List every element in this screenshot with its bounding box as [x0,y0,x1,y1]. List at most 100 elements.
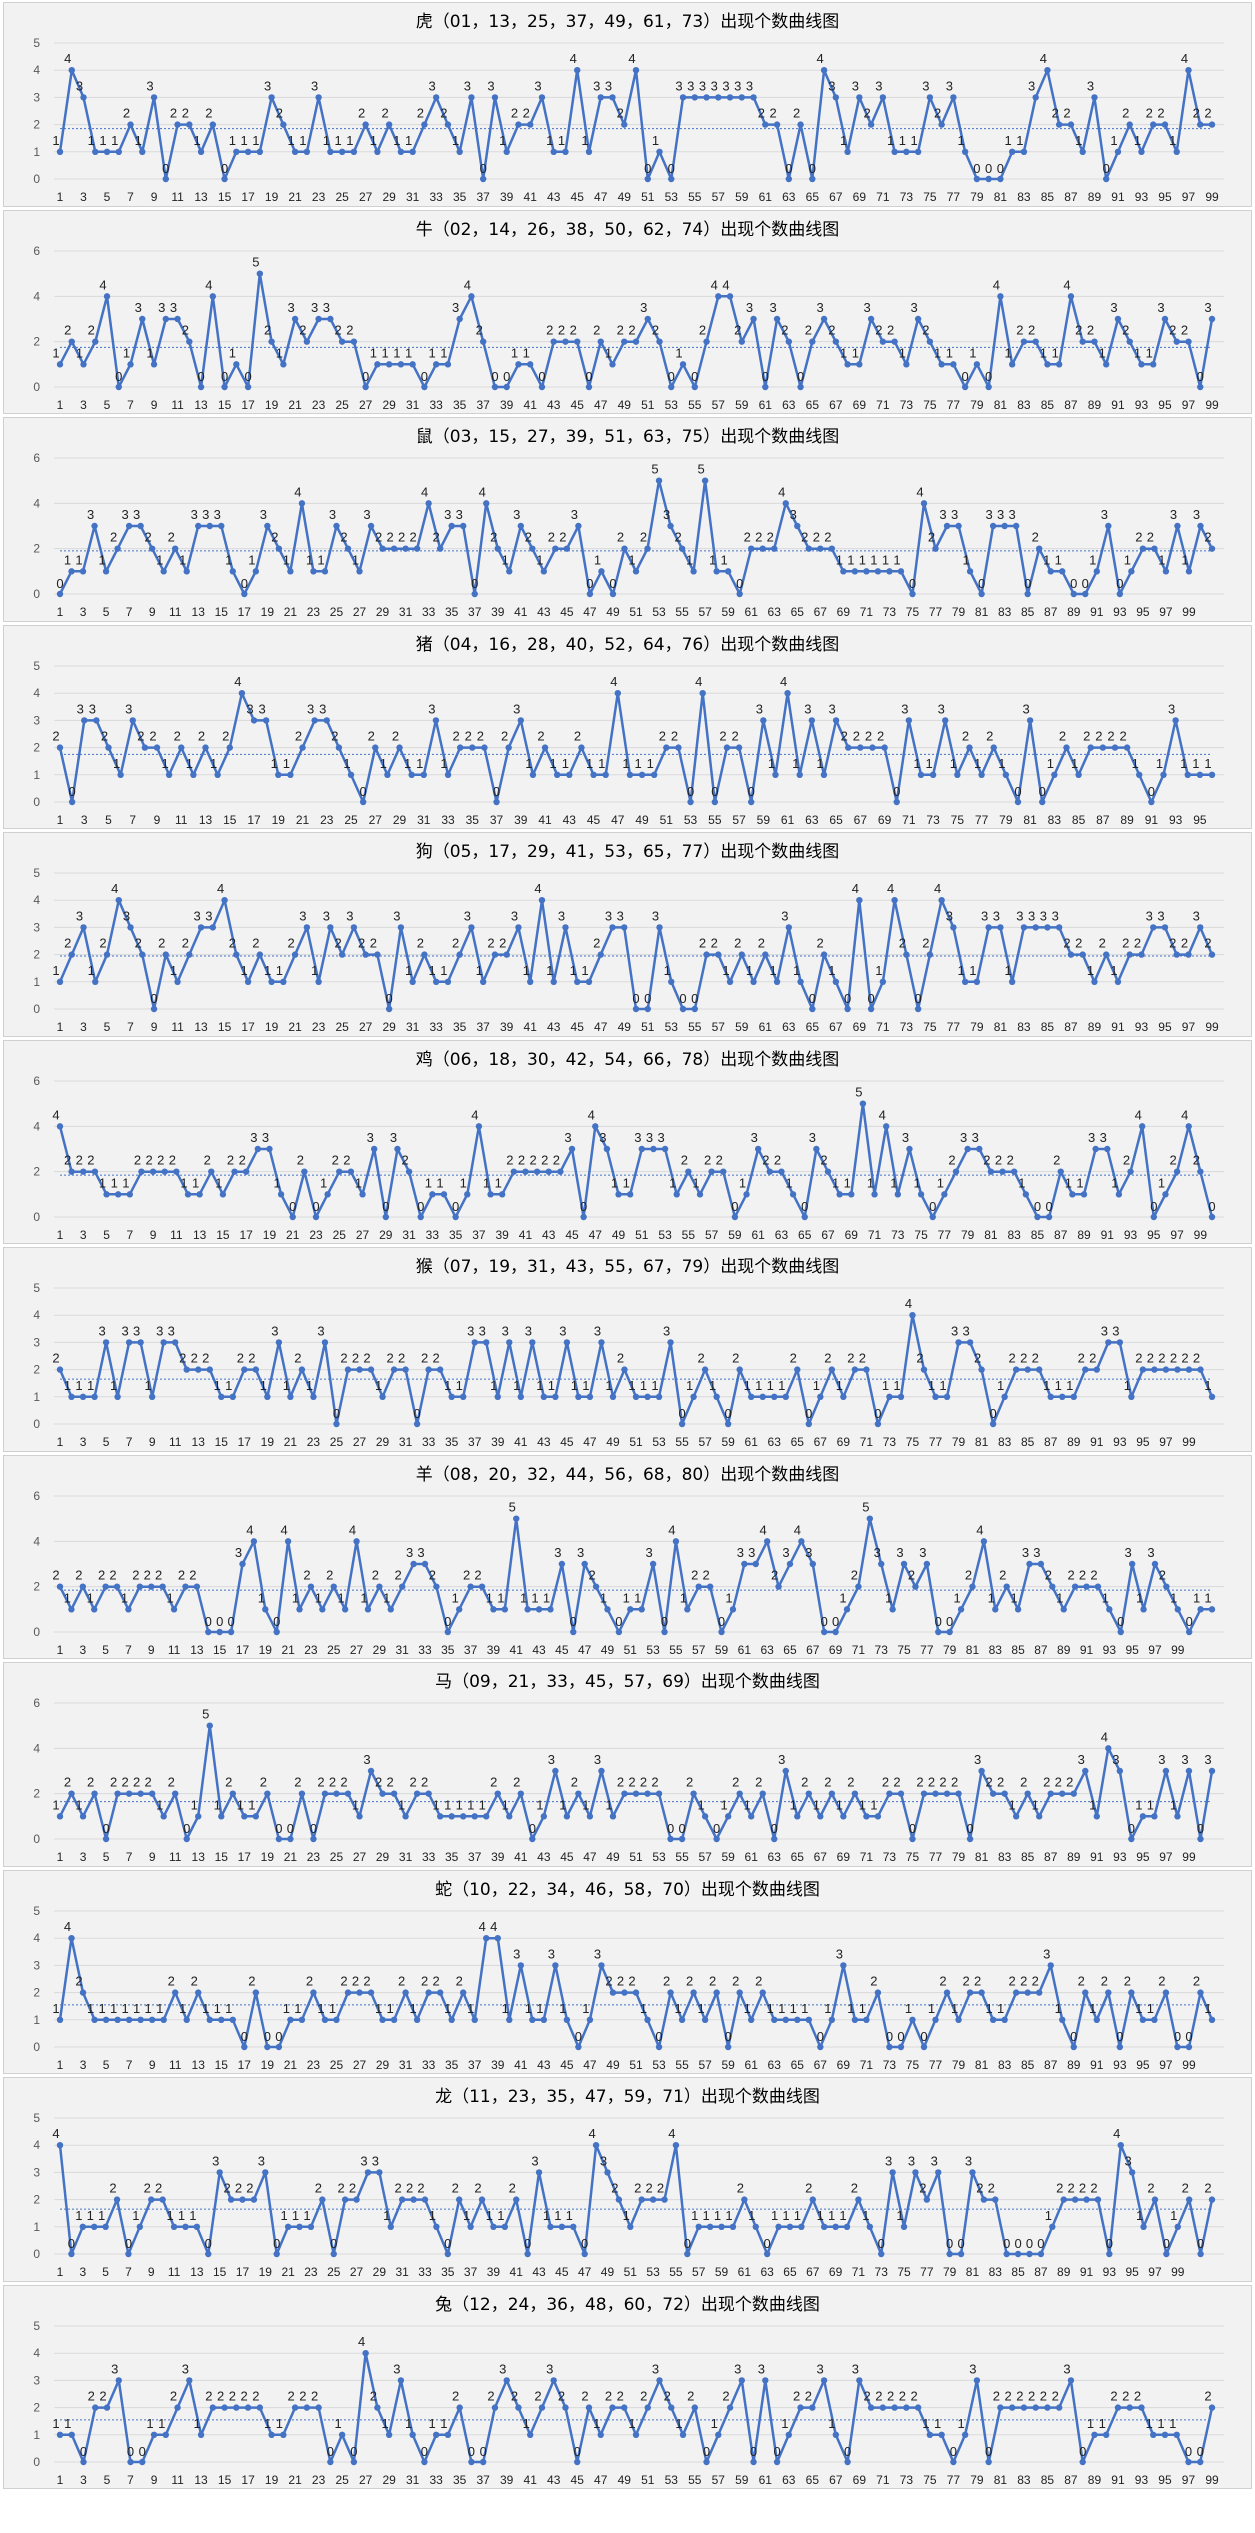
data-point [307,1582,315,1590]
x-tick-label: 87 [1044,605,1058,619]
data-label: 3 [98,1323,105,1338]
data-label: 1 [550,755,557,770]
data-point [275,771,282,778]
data-point [517,522,524,530]
data-point [798,2223,805,2230]
x-tick-label: 19 [265,2473,279,2487]
data-point [56,2142,64,2149]
data-label: 3 [311,78,318,93]
x-tick-label: 57 [692,2265,706,2279]
data-label: 0 [1150,1199,1157,1214]
data-label: 1 [1136,1590,1143,1605]
x-tick-label: 93 [1113,605,1127,619]
data-label: 2 [928,530,935,545]
data-point [586,1393,594,1400]
data-label: 0 [1185,2029,1192,2044]
data-point [80,1167,87,1175]
data-label: 0 [244,369,251,384]
y-tick-label: 0 [33,795,40,809]
data-point [287,771,294,778]
data-label: 1 [725,2208,732,2223]
series-line [58,271,1214,388]
data-label: 1 [1089,552,1096,567]
data-point [321,1790,329,1797]
data-point [475,1122,483,1130]
data-label: 2 [168,530,175,545]
data-point [1049,1582,1056,1590]
data-point [926,2431,934,2438]
data-label: 3 [393,908,400,923]
x-tick-label: 47 [578,2265,592,2279]
data-label: 3 [972,1130,979,1145]
data-point [794,1813,801,1820]
data-point [562,148,569,155]
data-label: 2 [155,2181,162,2196]
data-point [656,337,663,345]
x-tick-label: 59 [721,1435,735,1449]
data-label: 3 [1146,908,1153,923]
data-point [759,545,766,552]
x-tick-label: 21 [284,1850,298,1864]
x-tick-label: 89 [1067,2058,1081,2072]
data-label: 3 [262,1130,269,1145]
data-label: 2 [477,728,484,743]
x-tick-label: 87 [1044,1435,1058,1449]
data-label: 3 [299,908,306,923]
data-point [886,1393,893,1400]
y-tick-label: 1 [33,145,40,159]
x-tick-label: 43 [563,813,577,827]
data-label: 3 [1125,1545,1132,1560]
data-label: 2 [893,1775,900,1790]
data-point [771,1835,778,1843]
x-tick-label: 31 [417,813,431,827]
x-tick-label: 1 [57,1643,64,1657]
x-tick-label: 91 [1090,1850,1104,1864]
data-label: 1 [1193,1590,1200,1605]
x-tick-label: 81 [994,2473,1008,2487]
data-point [990,743,997,751]
x-tick-label: 13 [192,1850,206,1864]
data-label: 1 [1110,133,1117,148]
data-label: 2 [145,1152,152,1167]
data-point [444,360,452,368]
y-tick-label: 1 [33,1390,40,1404]
x-tick-label: 35 [445,605,459,619]
data-point [527,360,534,368]
data-point [287,1393,294,1400]
data-label: 1 [1180,755,1187,770]
data-label: 1 [934,2415,941,2430]
data-point [1044,360,1051,368]
data-label: 3 [778,1752,785,1767]
chart-panel: 猴（07，19，31，43，55，67，79）出现个数曲线图 0 1 2 3 4 5 1 3 5 7… [3,1247,1252,1452]
data-point [946,2250,953,2258]
data-label: 1 [771,2208,778,2223]
x-tick-label: 43 [537,1435,551,1449]
data-point [961,978,969,985]
data-label: 0 [382,1199,389,1214]
x-tick-label: 43 [547,1020,561,1034]
data-label: 1 [1018,1175,1025,1190]
data-label: 0 [679,991,686,1006]
data-label: 3 [1016,908,1023,923]
data-label: 2 [410,530,417,545]
data-point [344,1790,352,1797]
data-label: 3 [513,1946,520,1961]
data-label: 0 [893,784,900,799]
data-point [863,1366,870,1373]
data-point [1012,522,1020,530]
x-tick-label: 63 [768,1850,782,1864]
data-label: 1 [383,2208,390,2223]
data-label: 2 [170,106,177,121]
data-label: 3 [260,507,267,522]
data-point [244,148,252,155]
data-label: 1 [110,2000,117,2015]
x-tick-label: 69 [853,1020,867,1034]
data-point [409,360,416,368]
data-point [275,1339,283,1346]
data-point [1020,337,1028,345]
data-label: 1 [1124,1378,1131,1393]
data-label: 2 [398,1351,405,1366]
data-label: 2 [859,1351,866,1366]
data-point [808,716,816,724]
data-point [396,743,403,751]
